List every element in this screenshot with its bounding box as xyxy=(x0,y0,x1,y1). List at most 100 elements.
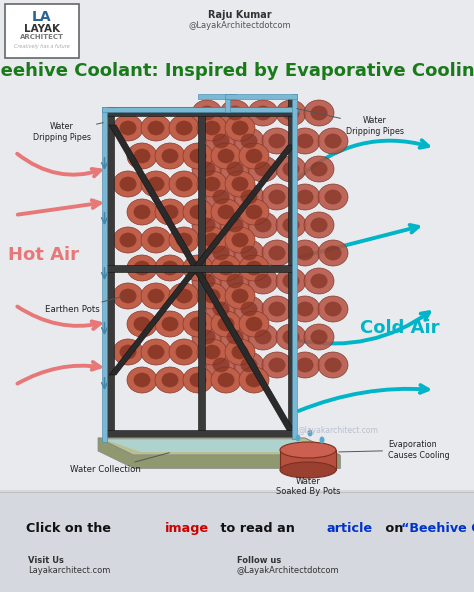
Ellipse shape xyxy=(269,134,285,148)
Bar xyxy=(107,265,295,272)
Text: Beehive Coolant: Inspired by Evaporative Cooling: Beehive Coolant: Inspired by Evaporative… xyxy=(0,62,474,80)
Ellipse shape xyxy=(204,177,220,191)
Ellipse shape xyxy=(304,268,334,294)
Ellipse shape xyxy=(134,317,150,331)
Ellipse shape xyxy=(262,240,292,266)
Ellipse shape xyxy=(239,311,269,337)
Ellipse shape xyxy=(269,246,285,260)
Ellipse shape xyxy=(220,156,250,182)
Text: Water
Dripping Pipes: Water Dripping Pipes xyxy=(297,108,404,136)
Ellipse shape xyxy=(190,149,206,163)
Ellipse shape xyxy=(134,261,150,275)
Ellipse shape xyxy=(211,255,241,281)
Ellipse shape xyxy=(192,324,222,350)
Polygon shape xyxy=(98,438,340,455)
Ellipse shape xyxy=(304,156,334,182)
Text: article: article xyxy=(326,522,372,535)
Ellipse shape xyxy=(220,212,250,238)
Ellipse shape xyxy=(176,177,192,191)
Ellipse shape xyxy=(120,289,136,303)
Ellipse shape xyxy=(113,115,143,141)
Ellipse shape xyxy=(227,274,243,288)
Ellipse shape xyxy=(290,184,320,210)
Ellipse shape xyxy=(141,115,171,141)
Ellipse shape xyxy=(325,190,341,204)
Text: Water
Soaked By Pots: Water Soaked By Pots xyxy=(276,477,340,497)
Ellipse shape xyxy=(262,296,292,322)
Ellipse shape xyxy=(276,324,306,350)
Ellipse shape xyxy=(318,128,348,154)
Ellipse shape xyxy=(227,162,243,176)
Text: Visit Us: Visit Us xyxy=(28,556,64,565)
Text: Click on the: Click on the xyxy=(26,522,116,535)
Ellipse shape xyxy=(141,283,171,309)
Ellipse shape xyxy=(211,367,241,393)
Ellipse shape xyxy=(183,367,213,393)
Ellipse shape xyxy=(232,177,248,191)
Ellipse shape xyxy=(155,367,185,393)
Ellipse shape xyxy=(283,218,299,232)
Ellipse shape xyxy=(269,190,285,204)
Ellipse shape xyxy=(220,268,250,294)
Ellipse shape xyxy=(155,143,185,169)
Text: Evaporation
Causes Cooling: Evaporation Causes Cooling xyxy=(339,440,450,460)
Ellipse shape xyxy=(141,227,171,253)
Ellipse shape xyxy=(232,121,248,135)
Ellipse shape xyxy=(319,436,325,443)
Ellipse shape xyxy=(248,212,278,238)
Ellipse shape xyxy=(155,199,185,225)
Ellipse shape xyxy=(127,199,157,225)
Polygon shape xyxy=(280,450,336,470)
Ellipse shape xyxy=(120,121,136,135)
Ellipse shape xyxy=(176,121,192,135)
Ellipse shape xyxy=(162,261,178,275)
Ellipse shape xyxy=(255,218,271,232)
Ellipse shape xyxy=(255,274,271,288)
Ellipse shape xyxy=(120,177,136,191)
Ellipse shape xyxy=(190,373,206,387)
Ellipse shape xyxy=(283,106,299,120)
Ellipse shape xyxy=(290,296,320,322)
Ellipse shape xyxy=(276,268,306,294)
Ellipse shape xyxy=(162,205,178,219)
Ellipse shape xyxy=(176,345,192,359)
Polygon shape xyxy=(109,125,295,432)
Ellipse shape xyxy=(241,302,257,316)
Ellipse shape xyxy=(325,134,341,148)
Ellipse shape xyxy=(241,134,257,148)
Text: Water Collection: Water Collection xyxy=(70,453,169,475)
Ellipse shape xyxy=(290,128,320,154)
Ellipse shape xyxy=(225,339,255,365)
Ellipse shape xyxy=(197,227,227,253)
Ellipse shape xyxy=(311,330,327,344)
Ellipse shape xyxy=(134,149,150,163)
Ellipse shape xyxy=(248,156,278,182)
Ellipse shape xyxy=(190,205,206,219)
Ellipse shape xyxy=(204,289,220,303)
Ellipse shape xyxy=(192,212,222,238)
Ellipse shape xyxy=(169,339,199,365)
Ellipse shape xyxy=(246,205,262,219)
Ellipse shape xyxy=(169,171,199,197)
Text: Hot Air: Hot Air xyxy=(9,246,80,264)
Ellipse shape xyxy=(197,115,227,141)
Ellipse shape xyxy=(232,345,248,359)
Ellipse shape xyxy=(234,352,264,378)
Bar xyxy=(102,107,298,112)
Ellipse shape xyxy=(204,345,220,359)
Ellipse shape xyxy=(325,358,341,372)
Polygon shape xyxy=(109,145,295,375)
Text: LA: LA xyxy=(32,10,52,24)
Ellipse shape xyxy=(211,311,241,337)
Bar xyxy=(198,94,236,99)
Ellipse shape xyxy=(276,212,306,238)
Ellipse shape xyxy=(162,317,178,331)
Ellipse shape xyxy=(239,199,269,225)
Ellipse shape xyxy=(225,227,255,253)
Ellipse shape xyxy=(213,358,229,372)
Ellipse shape xyxy=(197,283,227,309)
Ellipse shape xyxy=(276,100,306,126)
Ellipse shape xyxy=(183,255,213,281)
Bar xyxy=(107,430,295,438)
Ellipse shape xyxy=(220,324,250,350)
